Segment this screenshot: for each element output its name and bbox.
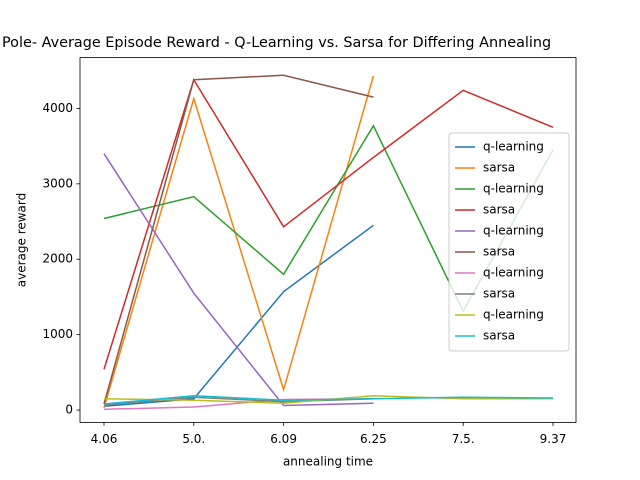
x-axis-label: annealing time bbox=[283, 455, 373, 469]
legend-label: q-learning bbox=[483, 140, 544, 154]
legend-label: q-learning bbox=[483, 266, 544, 280]
y-tick-label: 3000 bbox=[42, 176, 73, 190]
chart-title: Pole- Average Episode Reward - Q-Learnin… bbox=[2, 35, 551, 51]
legend-label: sarsa bbox=[483, 245, 515, 259]
legend-label: q-learning bbox=[483, 224, 544, 238]
series-line bbox=[103, 77, 554, 370]
y-tick-label: 4000 bbox=[42, 101, 73, 115]
axes-frame bbox=[79, 57, 577, 423]
series-line bbox=[103, 75, 375, 408]
y-axis-label: average reward bbox=[15, 193, 29, 288]
series-line bbox=[103, 394, 554, 405]
x-tick-label: 5.0. bbox=[182, 432, 205, 446]
legend-label: sarsa bbox=[483, 329, 515, 343]
x-tick-label: 7.5. bbox=[452, 432, 475, 446]
x-tick-label: 9.37 bbox=[540, 432, 567, 446]
series-line bbox=[103, 153, 374, 407]
y-tick-label: 1000 bbox=[42, 327, 73, 341]
x-tick-label: 6.09 bbox=[270, 432, 297, 446]
x-tick-label: 4.06 bbox=[91, 432, 118, 446]
legend-label: sarsa bbox=[483, 161, 515, 175]
x-tick-label: 6.25 bbox=[360, 432, 387, 446]
y-tick-label: 2000 bbox=[42, 252, 73, 266]
legend-label: sarsa bbox=[483, 203, 515, 217]
legend-label: q-learning bbox=[483, 182, 544, 196]
y-tick-label: 0 bbox=[65, 403, 73, 417]
legend-label: q-learning bbox=[483, 308, 544, 322]
legend-label: sarsa bbox=[483, 287, 515, 301]
series-line bbox=[103, 224, 374, 408]
legend-box bbox=[448, 132, 570, 352]
series-line bbox=[103, 74, 374, 405]
series-line bbox=[103, 396, 374, 406]
